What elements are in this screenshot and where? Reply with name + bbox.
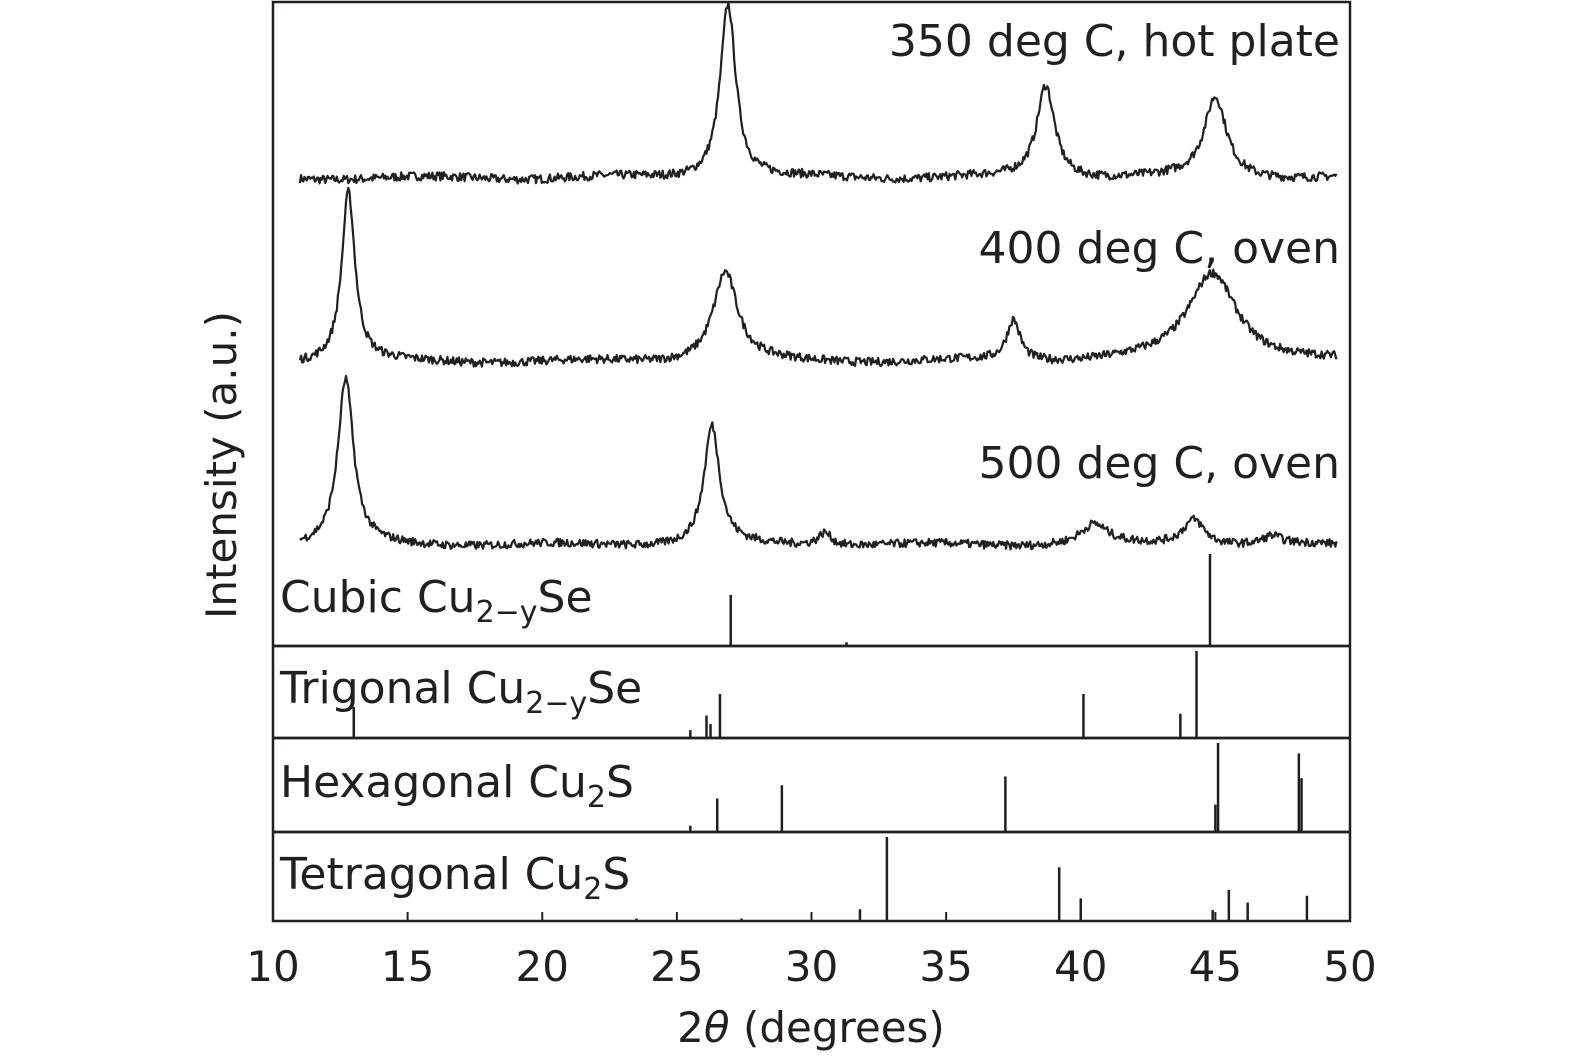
series-label: 350 deg C, hot plate bbox=[889, 16, 1340, 67]
x-tick-label: 20 bbox=[516, 942, 569, 991]
reference-patterns: Cubic Cu2−ySe Trigonal Cu2−ySe Hexagonal C… bbox=[273, 554, 1350, 921]
y-axis-label: Intensity (a.u.) bbox=[197, 311, 246, 619]
x-tick-label: 40 bbox=[1054, 942, 1107, 991]
x-tick-label: 50 bbox=[1323, 942, 1376, 991]
series-label: 400 deg C, oven bbox=[979, 223, 1341, 274]
x-tick-label: 35 bbox=[919, 942, 972, 991]
series-line bbox=[298, 186, 1338, 368]
x-tick-label: 45 bbox=[1189, 942, 1242, 991]
x-tick-label: 30 bbox=[785, 942, 838, 991]
reference-label: Tetragonal Cu2S bbox=[279, 849, 630, 907]
reference-label: Trigonal Cu2−ySe bbox=[279, 663, 642, 721]
x-tick-label: 10 bbox=[246, 942, 299, 991]
x-tick-label: 15 bbox=[381, 942, 434, 991]
sample-traces: 350 deg C, hot plate 400 deg C, oven 500 d… bbox=[298, 1, 1341, 551]
reference-label: Cubic Cu2−ySe bbox=[280, 572, 593, 630]
series-line bbox=[298, 1, 1338, 185]
series-label: 500 deg C, oven bbox=[979, 438, 1341, 489]
x-axis-label: 2θ (degrees) bbox=[677, 1003, 945, 1052]
reference-label: Hexagonal Cu2S bbox=[280, 757, 634, 815]
x-tick-label: 25 bbox=[650, 942, 703, 991]
x-axis-ticks: 10 15 20 25 30 35 40 45 50 bbox=[246, 912, 1377, 991]
series-line bbox=[299, 374, 1338, 551]
